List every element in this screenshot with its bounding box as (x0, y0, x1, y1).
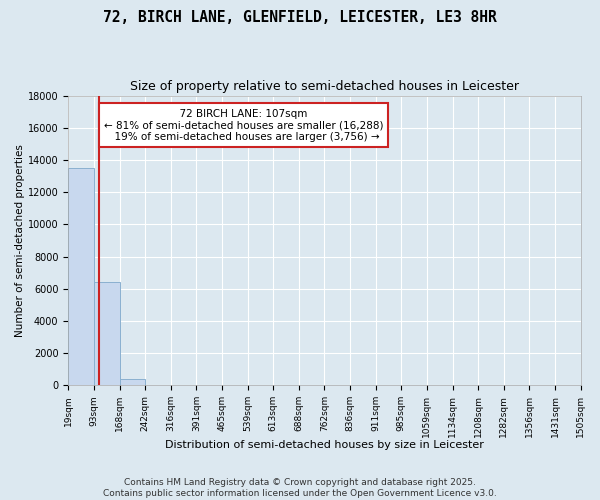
Bar (145, 384, 170, 386)
Y-axis label: Number of semi-detached properties: Number of semi-detached properties (15, 144, 25, 337)
Bar (68, 168, 94, 386)
Text: 72, BIRCH LANE, GLENFIELD, LEICESTER, LE3 8HR: 72, BIRCH LANE, GLENFIELD, LEICESTER, LE… (103, 10, 497, 25)
Bar (119, 379, 145, 386)
Text: Contains HM Land Registry data © Crown copyright and database right 2025.
Contai: Contains HM Land Registry data © Crown c… (103, 478, 497, 498)
Text: 72 BIRCH LANE: 107sqm  
← 81% of semi-detached houses are smaller (16,288)
  19%: 72 BIRCH LANE: 107sqm ← 81% of semi-deta… (104, 108, 383, 142)
X-axis label: Distribution of semi-detached houses by size in Leicester: Distribution of semi-detached houses by … (165, 440, 484, 450)
Bar (94, 282, 119, 386)
Title: Size of property relative to semi-detached houses in Leicester: Size of property relative to semi-detach… (130, 80, 519, 93)
